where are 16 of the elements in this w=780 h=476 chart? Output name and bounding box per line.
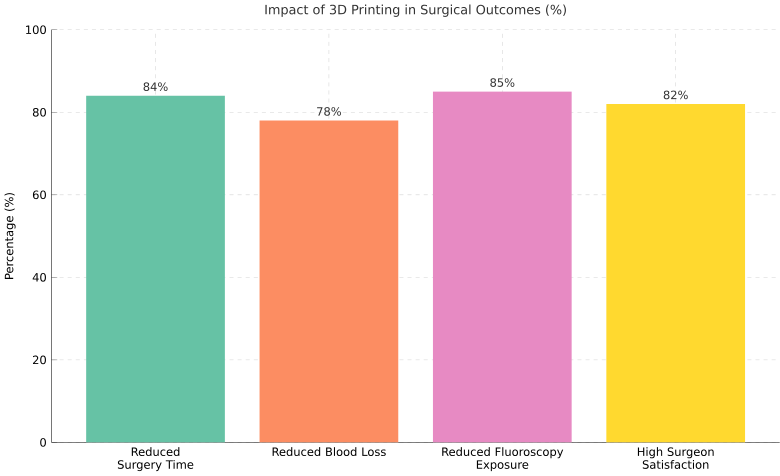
data-label: 84% (144, 82, 168, 92)
chart-title: Impact of 3D Printing in Surgical Outcomes (%) (265, 4, 566, 18)
y-tick-label: 40 (32, 273, 46, 282)
data-label: 82% (664, 90, 688, 100)
data-label: 78% (317, 107, 342, 116)
y-tick-label: 0 (40, 438, 46, 447)
x-tick-label: Reduced Blood Loss (272, 447, 386, 456)
y-tick-label: 80 (32, 108, 46, 117)
x-tick-label: High Surgeon Satisfaction (638, 447, 714, 470)
y-tick-label: 60 (32, 190, 46, 200)
data-label: 85% (490, 78, 514, 88)
x-tick-label: Reduced Fluoroscopy Exposure (442, 447, 564, 472)
y-axis-title: Percentage (%) (4, 193, 16, 280)
y-tick-label: 20 (32, 356, 46, 364)
y-tick-label: 100 (26, 26, 46, 34)
x-tick-label: Reduced Surgery Time (118, 447, 194, 472)
